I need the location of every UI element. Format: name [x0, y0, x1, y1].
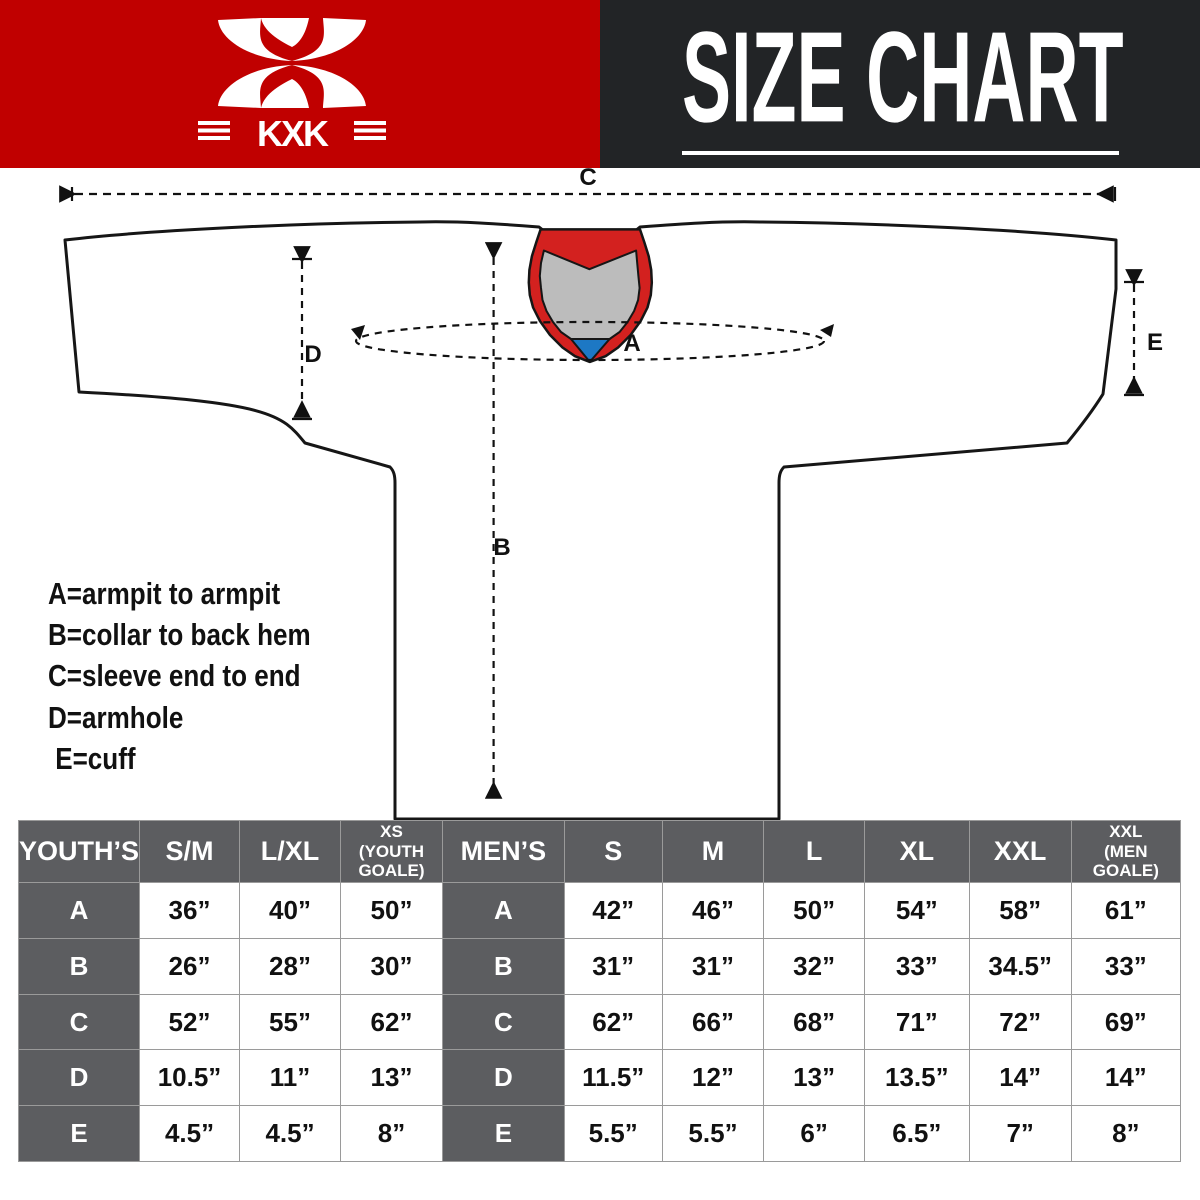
- svg-text:B: B: [493, 534, 510, 561]
- svg-text:E: E: [1147, 329, 1163, 356]
- svg-text:D: D: [304, 341, 321, 368]
- svg-text:C: C: [579, 164, 596, 191]
- svg-text:A: A: [623, 330, 640, 357]
